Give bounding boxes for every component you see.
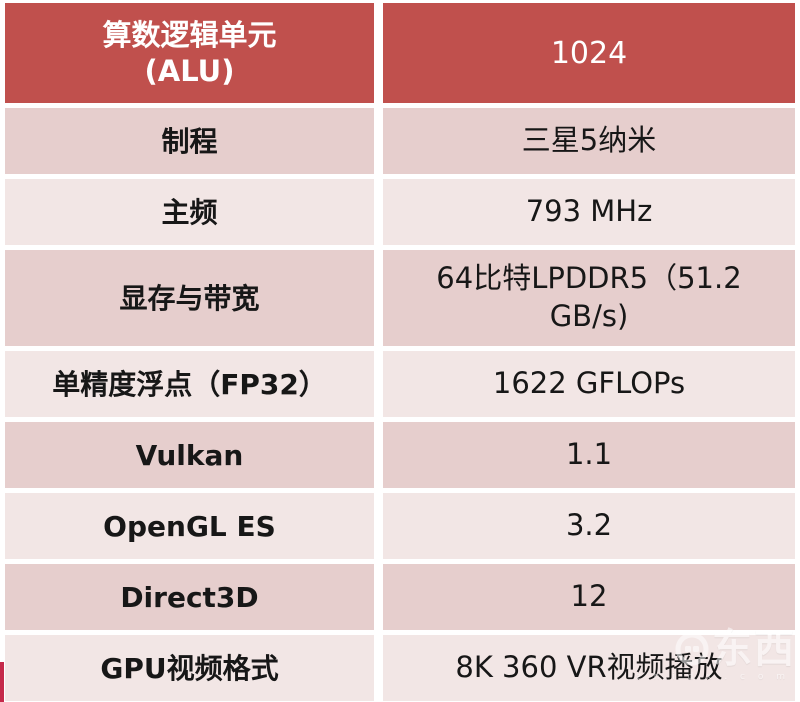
row-value-process: 三星5纳米 xyxy=(383,108,795,174)
row-value-alu: 1024 xyxy=(383,3,795,103)
row-label-clock: 主频 xyxy=(5,179,374,245)
gpu-spec-table: 算数逻辑单元 (ALU) 1024 制程 三星5纳米 主频 793 MHz 显存… xyxy=(5,3,795,701)
row-label-memory: 显存与带宽 xyxy=(5,250,374,346)
table-row-process: 制程 三星5纳米 xyxy=(5,108,795,174)
row-value-fp32: 1622 GFLOPs xyxy=(383,351,795,417)
table-row-direct3d: Direct3D 12 xyxy=(5,564,795,630)
table-row-video: GPU视频格式 8K 360 VR视频播放 xyxy=(5,635,795,701)
row-value-opengl: 3.2 xyxy=(383,493,795,559)
table-row-vulkan: Vulkan 1.1 xyxy=(5,422,795,488)
table-row-opengl: OpenGL ES 3.2 xyxy=(5,493,795,559)
row-value-video: 8K 360 VR视频播放 xyxy=(383,635,795,701)
table-row-fp32: 单精度浮点（FP32） 1622 GFLOPs xyxy=(5,351,795,417)
left-edge-red-sliver xyxy=(0,662,4,702)
row-value-memory: 64比特LPDDR5（51.2 GB/s) xyxy=(383,250,795,346)
row-label-direct3d: Direct3D xyxy=(5,564,374,630)
row-value-vulkan: 1.1 xyxy=(383,422,795,488)
row-label-video: GPU视频格式 xyxy=(5,635,374,701)
row-label-process: 制程 xyxy=(5,108,374,174)
row-label-vulkan: Vulkan xyxy=(5,422,374,488)
table-row-alu: 算数逻辑单元 (ALU) 1024 xyxy=(5,3,795,103)
table-row-clock: 主频 793 MHz xyxy=(5,179,795,245)
row-label-alu: 算数逻辑单元 (ALU) xyxy=(5,3,374,103)
row-value-clock: 793 MHz xyxy=(383,179,795,245)
row-label-fp32: 单精度浮点（FP32） xyxy=(5,351,374,417)
row-value-direct3d: 12 xyxy=(383,564,795,630)
table-row-memory: 显存与带宽 64比特LPDDR5（51.2 GB/s) xyxy=(5,250,795,346)
row-label-opengl: OpenGL ES xyxy=(5,493,374,559)
